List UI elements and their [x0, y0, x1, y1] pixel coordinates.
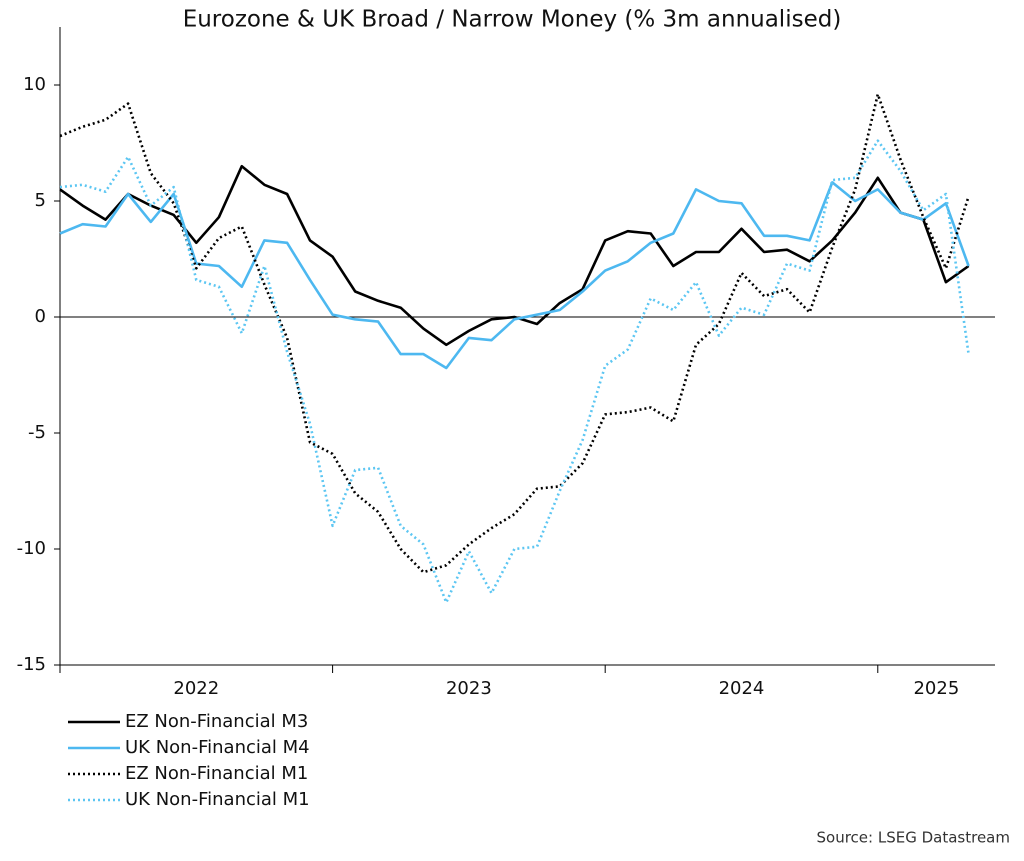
series-line	[59, 164, 970, 347]
x-tick-label: 2025	[913, 678, 959, 699]
x-tick-label: 2022	[173, 678, 219, 699]
y-tick-label: -5	[28, 422, 46, 443]
series-line	[59, 139, 970, 604]
legend-label: UK Non-Financial M4	[125, 737, 310, 758]
series-line	[59, 181, 970, 370]
y-tick-label: 10	[23, 74, 46, 95]
source: Source: LSEG Datastream	[817, 829, 1010, 847]
x-tick-label: 2023	[446, 678, 492, 699]
legend-label: EZ Non-Financial M1	[125, 763, 308, 784]
y-tick-label: 0	[35, 306, 46, 327]
x-tick-label: 2024	[719, 678, 765, 699]
y-tick-label: -15	[17, 654, 46, 675]
chart-title: Eurozone & UK Broad / Narrow Money (% 3m…	[183, 7, 842, 33]
legend-label: UK Non-Financial M1	[125, 789, 310, 810]
legend-label: EZ Non-Financial M3	[125, 711, 308, 732]
y-tick-label: 5	[35, 190, 46, 211]
y-tick-label: -10	[17, 538, 46, 559]
series-line	[59, 93, 970, 574]
